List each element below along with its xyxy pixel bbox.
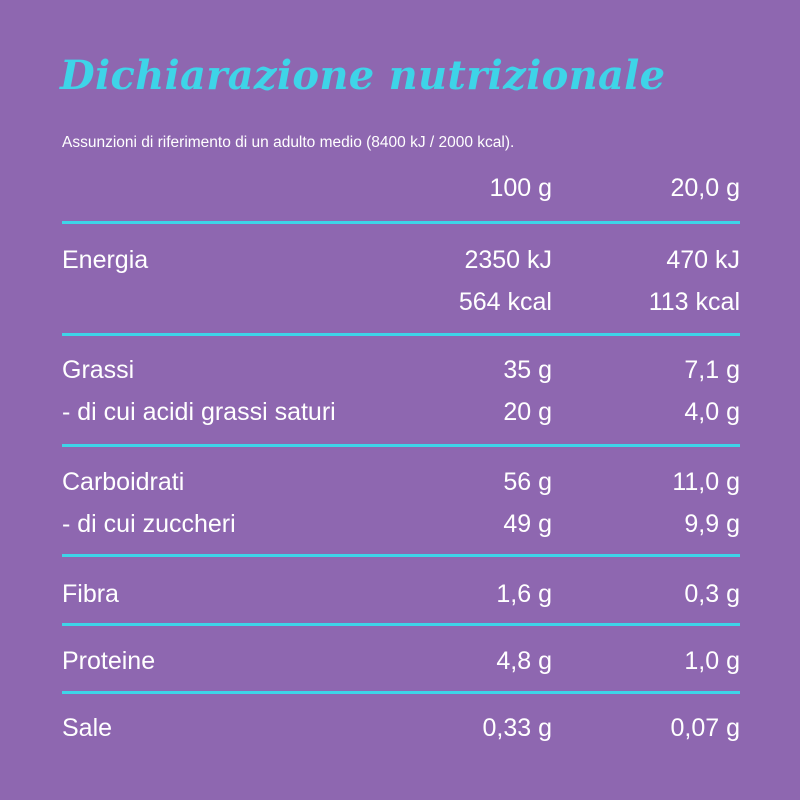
nutrient-label: Fibra — [62, 580, 119, 608]
nutrient-label: Proteine — [62, 647, 156, 675]
value-per-100g: 2350 kJ — [464, 246, 552, 274]
nutrient-label: Energia — [62, 246, 149, 274]
value-per-100g: 49 g — [503, 510, 552, 538]
reference-intake-note: Assunzioni di riferimento di un adulto m… — [62, 134, 515, 151]
divider — [62, 691, 740, 694]
value-per-portion: 9,9 g — [684, 510, 740, 538]
value-per-100g: 4,8 g — [496, 647, 552, 675]
value-per-100g: 56 g — [503, 468, 552, 496]
table-row-grassi: Grassi 35 g 7,1 g — [62, 350, 740, 390]
value-per-portion: 113 kcal — [648, 288, 740, 316]
table-row-proteine: Proteine 4,8 g 1,0 g — [62, 641, 740, 681]
divider — [62, 623, 740, 626]
table-row-zuccheri: - di cui zuccheri 49 g 9,9 g — [62, 504, 740, 544]
divider — [62, 554, 740, 557]
value-per-100g: 564 kcal — [458, 288, 552, 316]
nutrient-label: Grassi — [62, 356, 135, 384]
value-per-portion: 11,0 g — [672, 468, 740, 496]
column-header-100g: 100 g — [489, 174, 552, 202]
value-per-portion: 0,3 g — [684, 580, 740, 608]
table-row-sale: Sale 0,33 g 0,07 g — [62, 708, 740, 748]
value-per-100g: 35 g — [503, 356, 552, 384]
page-title: Dichiarazione nutrizionale — [60, 52, 666, 99]
divider — [62, 333, 740, 336]
column-header-portion: 20,0 g — [670, 174, 740, 202]
value-per-portion: 0,07 g — [670, 714, 740, 742]
nutrient-label: - di cui acidi grassi saturi — [62, 398, 336, 426]
table-row-fibra: Fibra 1,6 g 0,3 g — [62, 574, 740, 614]
nutrient-label: Sale — [62, 714, 113, 742]
table-row-energia-kj: Energia 2350 kJ 470 kJ — [62, 240, 740, 280]
nutrient-label: - di cui zuccheri — [62, 510, 236, 538]
table-row-energia-kcal: 564 kcal 113 kcal — [62, 282, 740, 322]
value-per-portion: 7,1 g — [684, 356, 740, 384]
value-per-portion: 1,0 g — [684, 647, 740, 675]
value-per-portion: 470 kJ — [666, 246, 740, 274]
value-per-100g: 1,6 g — [496, 580, 552, 608]
nutrient-label: Carboidrati — [62, 468, 185, 496]
divider — [62, 444, 740, 447]
value-per-portion: 4,0 g — [684, 398, 740, 426]
column-header-row: 100 g 20,0 g — [62, 168, 740, 208]
value-per-100g: 0,33 g — [482, 714, 552, 742]
value-per-100g: 20 g — [503, 398, 552, 426]
table-row-saturi: - di cui acidi grassi saturi 20 g 4,0 g — [62, 392, 740, 432]
table-row-carboidrati: Carboidrati 56 g 11,0 g — [62, 462, 740, 502]
divider — [62, 221, 740, 224]
